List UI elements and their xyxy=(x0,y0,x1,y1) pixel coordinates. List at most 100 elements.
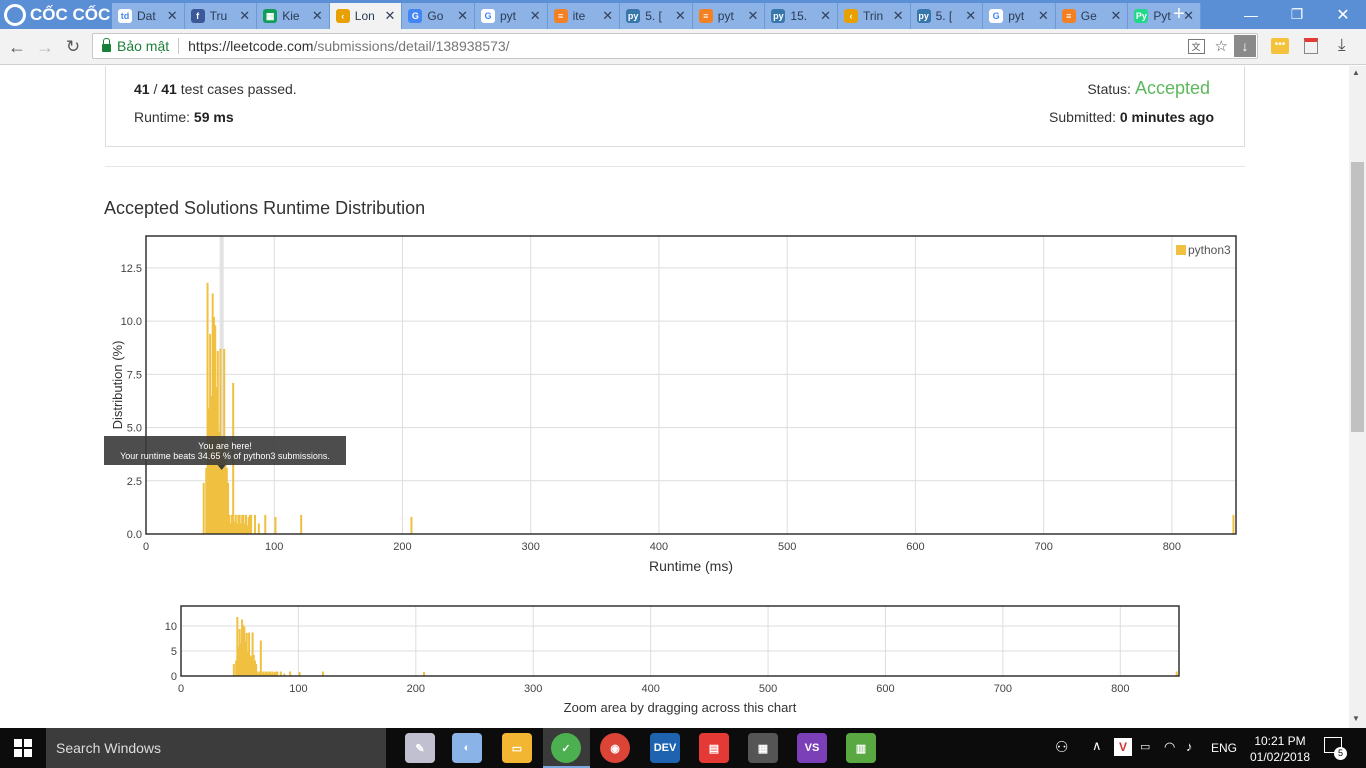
office-icon[interactable]: ▤ xyxy=(699,733,729,763)
tab-7[interactable]: py 5. [✕ xyxy=(620,3,693,29)
tab-11[interactable]: py 5. [✕ xyxy=(910,3,984,29)
file-explorer-icon[interactable]: ▭ xyxy=(502,733,532,763)
bar xyxy=(264,671,267,676)
battery-icon[interactable]: ▭ xyxy=(1140,741,1151,753)
bar xyxy=(253,660,256,676)
bookmark-star-icon[interactable]: ☆ xyxy=(1214,38,1228,55)
taskbar-search-box[interactable] xyxy=(46,728,386,768)
tab-8[interactable]: ≡ pyt ✕ xyxy=(692,3,766,29)
forward-button[interactable]: → xyxy=(36,36,54,57)
td-icon: td xyxy=(118,9,132,23)
notes-icon[interactable] xyxy=(1304,38,1318,54)
tab-10[interactable]: ‹ Trin ✕ xyxy=(838,3,911,29)
tab-6[interactable]: ≡ ite ✕ xyxy=(547,3,621,29)
close-tab-icon[interactable]: ✕ xyxy=(747,8,759,23)
clock-date: 01/02/2018 xyxy=(1249,750,1311,764)
close-tab-icon[interactable]: ✕ xyxy=(1037,8,1049,23)
bar xyxy=(234,514,237,534)
tab-4[interactable]: G Go ✕ xyxy=(402,3,475,29)
close-tab-icon[interactable]: ✕ xyxy=(384,8,396,23)
close-tab-icon[interactable]: ✕ xyxy=(1183,8,1194,23)
close-tab-icon[interactable]: ✕ xyxy=(529,8,541,23)
visual-studio-icon[interactable]: VS xyxy=(797,733,827,763)
bar xyxy=(238,514,241,534)
coccoc-taskbar-icon[interactable]: ✓ xyxy=(551,733,581,763)
runtime-text: Runtime: 59 ms xyxy=(134,109,234,125)
browser-brand[interactable]: CỐC CỐC xyxy=(0,0,112,29)
restore-button[interactable]: ❐ xyxy=(1290,6,1304,22)
status-text: Status: Accepted xyxy=(1087,78,1210,99)
downloads-icon[interactable]: ⤓ xyxy=(1338,35,1346,54)
sheets-icon: ▦ xyxy=(263,9,278,23)
volume-icon[interactable]: ♪ xyxy=(1186,739,1193,754)
close-tab-icon[interactable]: ✕ xyxy=(239,8,251,23)
new-tab-button[interactable]: + xyxy=(1173,3,1185,25)
bar xyxy=(248,632,251,676)
chrome-icon[interactable]: ◉ xyxy=(600,733,630,763)
tab-label: pyt xyxy=(500,9,517,23)
extension-menu-icon[interactable]: ••• xyxy=(1271,38,1289,54)
download-page-icon[interactable]: ↓ xyxy=(1234,35,1256,57)
close-tab-icon[interactable]: ✕ xyxy=(311,8,323,23)
tab-0[interactable]: td Dat ✕ xyxy=(112,3,185,29)
people-icon[interactable]: ⚇ xyxy=(1055,739,1069,756)
tab-3[interactable]: ‹ Lon ✕ xyxy=(329,3,403,29)
tab-9[interactable]: py 15. ✕ xyxy=(765,3,838,29)
chart-app-icon[interactable]: ▥ xyxy=(846,733,876,763)
close-tab-icon[interactable]: ✕ xyxy=(820,8,831,23)
bar xyxy=(221,446,224,534)
runtime-value: 59 ms xyxy=(193,109,234,125)
address-bar[interactable]: Bảo mật https://leetcode.com/submissions… xyxy=(92,33,1258,59)
close-tab-icon[interactable]: ✕ xyxy=(166,8,178,23)
translate-icon[interactable]: 文 xyxy=(1187,38,1205,54)
tab-14[interactable]: Py Pyt ✕ xyxy=(1128,3,1201,29)
notification-center-icon[interactable] xyxy=(1324,737,1342,753)
python-icon: py xyxy=(626,9,641,23)
scrollbar-thumb[interactable] xyxy=(1351,162,1364,432)
close-tab-icon[interactable]: ✕ xyxy=(1110,8,1122,23)
clock[interactable]: 10:21 PM 01/02/2018 xyxy=(1248,733,1312,765)
bar xyxy=(266,673,269,676)
pycharm-icon: Py xyxy=(1134,9,1149,23)
palette-app-icon[interactable]: ◐ xyxy=(452,733,482,763)
x-tick-label: 700 xyxy=(1034,541,1052,553)
scroll-up-icon[interactable]: ▲ xyxy=(1352,68,1360,77)
runtime-distribution-chart[interactable]: 0 100 200 300 400 500 600 700 800 0.0 2.5 5.0 7.5 10.… xyxy=(100,230,1250,580)
minimize-button[interactable]: — xyxy=(1244,6,1258,23)
close-tab-icon[interactable]: ✕ xyxy=(674,8,686,23)
status-badge[interactable]: Accepted xyxy=(1134,78,1210,98)
close-tab-icon[interactable]: ✕ xyxy=(457,8,468,23)
tab-13[interactable]: ≡ Ge ✕ xyxy=(1055,3,1129,29)
x-tick-label: 200 xyxy=(407,683,425,695)
x-tick-label: 700 xyxy=(994,683,1012,695)
tab-1[interactable]: f Tru ✕ xyxy=(184,3,258,29)
calculator-icon[interactable]: ▦ xyxy=(748,733,778,763)
show-hidden-icons[interactable]: ∧ xyxy=(1092,738,1102,753)
close-tab-icon[interactable]: ✕ xyxy=(602,8,614,23)
language-indicator[interactable]: ENG xyxy=(1211,741,1238,755)
zoom-overview-chart[interactable]: 0 100 200 300 400 500 600 700 800 0 5 10 Zoom area b… xyxy=(150,600,1200,722)
x-tick-label: 100 xyxy=(265,541,283,553)
bar xyxy=(224,444,227,534)
tab-2[interactable]: ▦ Kie ✕ xyxy=(257,3,330,29)
plot-frame xyxy=(180,605,1180,677)
y-tick-label: 7.5 xyxy=(127,369,142,381)
windows-start-icon[interactable] xyxy=(14,739,32,757)
close-tab-icon[interactable]: ✕ xyxy=(892,8,904,23)
bar xyxy=(272,674,275,676)
devcpp-icon[interactable]: DEV xyxy=(650,733,680,763)
paint-app-icon[interactable]: ✎ xyxy=(405,733,435,763)
y-tick-label: 5 xyxy=(171,646,177,658)
close-tab-icon[interactable]: ✕ xyxy=(965,8,977,23)
vietkey-icon[interactable]: V xyxy=(1114,738,1132,756)
back-button[interactable]: ← xyxy=(8,36,26,57)
close-window-button[interactable]: ✕ xyxy=(1336,6,1350,24)
bar xyxy=(212,316,215,534)
tab-label: Trin xyxy=(863,9,884,23)
wifi-icon[interactable]: ◠ xyxy=(1164,739,1176,754)
reload-button[interactable]: ↻ xyxy=(65,37,81,56)
tab-label: Go xyxy=(427,9,444,23)
scroll-down-icon[interactable]: ▼ xyxy=(1352,714,1360,723)
